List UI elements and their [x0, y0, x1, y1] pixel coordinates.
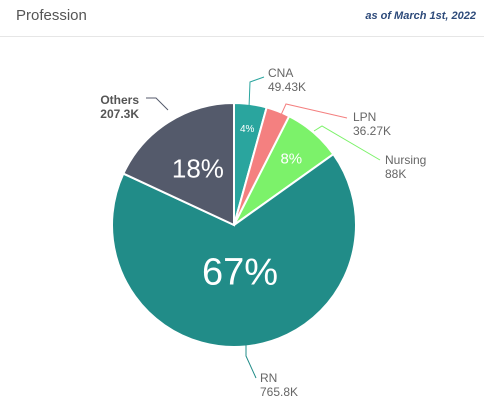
slice-name-lpn: LPN [353, 110, 376, 124]
slice-value-nursing: 88K [385, 167, 406, 181]
connector-rn [245, 345, 257, 379]
pie-slice-rn[interactable] [111, 152, 357, 348]
slice-name-others: Others [100, 93, 139, 107]
connector-others [146, 97, 169, 111]
slice-name-rn: RN [260, 371, 277, 385]
connector-nursing [313, 125, 381, 161]
slice-percent-rn: 67% [202, 251, 278, 293]
slice-name-nursing: Nursing [385, 153, 426, 167]
chart-title: Profession [16, 7, 87, 24]
slice-percent-cna: 4% [240, 124, 255, 135]
pie-slice-others[interactable] [122, 101, 235, 227]
slice-value-rn: 765.8K [260, 385, 298, 399]
chart-header: Profession as of March 1st, 2022 [0, 0, 484, 37]
connector-cna [248, 76, 265, 109]
slice-value-others: 207.3K [100, 107, 139, 121]
slice-value-lpn: 36.27K [353, 124, 391, 138]
slice-name-cna: CNA [268, 66, 293, 80]
slice-percent-others: 18% [172, 154, 224, 184]
slice-value-cna: 49.43K [268, 80, 306, 94]
as-of-date: as of March 1st, 2022 [365, 10, 476, 22]
connector-lpn [280, 103, 348, 119]
slice-percent-nursing: 8% [280, 151, 302, 168]
